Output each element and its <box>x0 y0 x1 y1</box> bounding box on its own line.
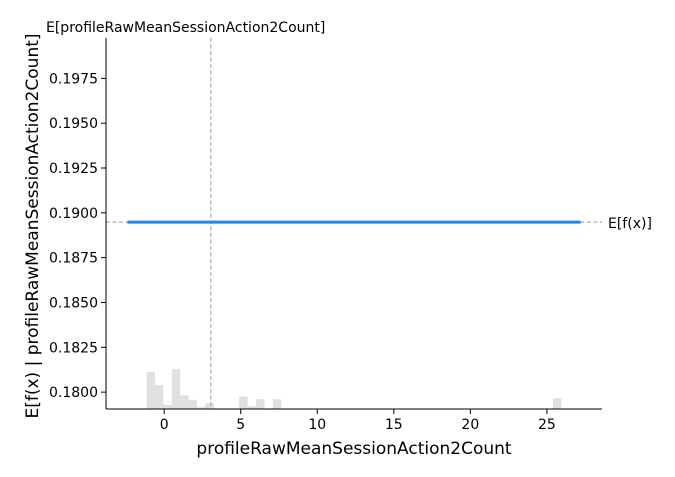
x-tick-label: 25 <box>538 417 556 433</box>
histogram-bar <box>154 385 164 409</box>
histogram-bar <box>205 403 214 409</box>
histogram-bar <box>553 398 562 409</box>
y-tick-label: 0.1975 <box>49 71 98 87</box>
y-axis-title: E[f(x) | profileRawMeanSessionAction2Cou… <box>23 33 43 418</box>
x-tick-label: 15 <box>385 417 403 433</box>
x-tick-label: 20 <box>461 417 479 433</box>
histogram-bar <box>247 406 257 409</box>
x-axis-title: profileRawMeanSessionAction2Count <box>196 439 512 459</box>
histogram-bar <box>163 404 172 409</box>
expected-output-label: E[f(x)] <box>608 216 652 232</box>
y-tick-label: 0.1900 <box>49 206 98 222</box>
histogram-bar <box>256 399 265 409</box>
y-tick-label: 0.1800 <box>49 385 98 401</box>
histogram-bar <box>272 399 282 409</box>
y-tick-label: 0.1950 <box>49 116 98 132</box>
y-tick-label: 0.1925 <box>49 161 98 177</box>
x-tick-label: 5 <box>236 417 245 433</box>
y-tick-label: 0.1825 <box>49 340 98 356</box>
y-tick-label: 0.1875 <box>49 251 98 267</box>
histogram-bar <box>171 369 181 409</box>
histogram-bar <box>197 407 206 409</box>
histogram-bar <box>146 371 155 409</box>
ticks: 0 5 10 15 20 25 0.1800 0.1825 0.1850 0.1875 0.1900… <box>49 71 556 433</box>
expected-value-label: E[profileRawMeanSessionAction2Count] <box>46 20 325 36</box>
x-tick-label: 0 <box>160 417 169 433</box>
x-tick-label: 10 <box>308 417 326 433</box>
histogram-bar <box>188 399 198 409</box>
y-tick-label: 0.1850 <box>49 295 98 311</box>
histogram <box>146 369 562 409</box>
histogram-bar <box>239 396 248 409</box>
histogram-bar <box>180 395 189 409</box>
